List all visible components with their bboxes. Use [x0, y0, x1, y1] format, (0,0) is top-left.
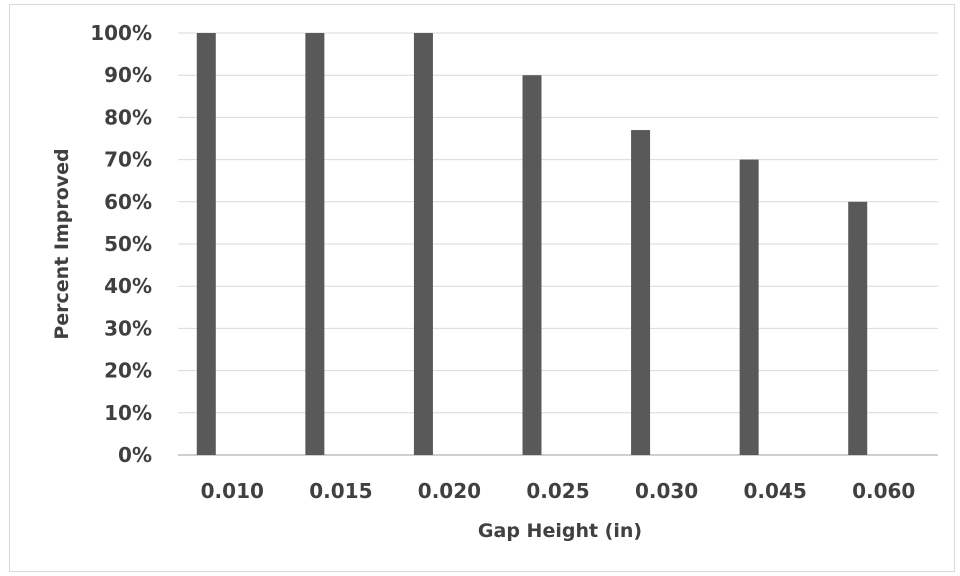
y-tick-label: 80% — [104, 105, 152, 129]
y-tick-label: 60% — [104, 190, 152, 214]
x-axis-title: Gap Height (in) — [478, 520, 642, 542]
y-tick-label: 40% — [104, 274, 152, 298]
x-axis-ticks: 0.010 0.015 0.020 0.025 0.030 0.045 0.060 — [201, 479, 916, 503]
y-axis-ticks: 0% 10% 20% 30% 40% 50% 60% 70% 80% 90% 100% — [90, 21, 152, 467]
y-tick-label: 70% — [104, 148, 152, 172]
y-tick-label: 10% — [104, 401, 152, 425]
bar-0.060 — [848, 201, 868, 455]
bar-0.020 — [413, 33, 433, 455]
x-tick-label: 0.025 — [526, 479, 589, 503]
gridlines — [178, 32, 938, 456]
y-tick-label: 30% — [104, 316, 152, 340]
bar-0.045 — [739, 159, 759, 455]
x-tick-label: 0.060 — [852, 479, 915, 503]
y-axis-title: Percent Improved — [51, 148, 73, 339]
y-tick-label: 90% — [104, 63, 152, 87]
x-tick-label: 0.010 — [201, 479, 264, 503]
bar-0.015 — [305, 33, 325, 455]
bar-0.010 — [196, 33, 216, 455]
y-tick-label: 100% — [90, 21, 152, 45]
x-tick-label: 0.045 — [744, 479, 807, 503]
bars — [196, 33, 868, 455]
chart-frame — [9, 4, 955, 572]
y-tick-label: 50% — [104, 232, 152, 256]
bar-0.030 — [631, 130, 651, 455]
y-tick-label: 0% — [118, 443, 152, 467]
x-tick-label: 0.020 — [418, 479, 481, 503]
x-tick-label: 0.030 — [635, 479, 698, 503]
y-tick-label: 20% — [104, 359, 152, 383]
x-tick-label: 0.015 — [309, 479, 372, 503]
bar-0.025 — [522, 75, 542, 455]
